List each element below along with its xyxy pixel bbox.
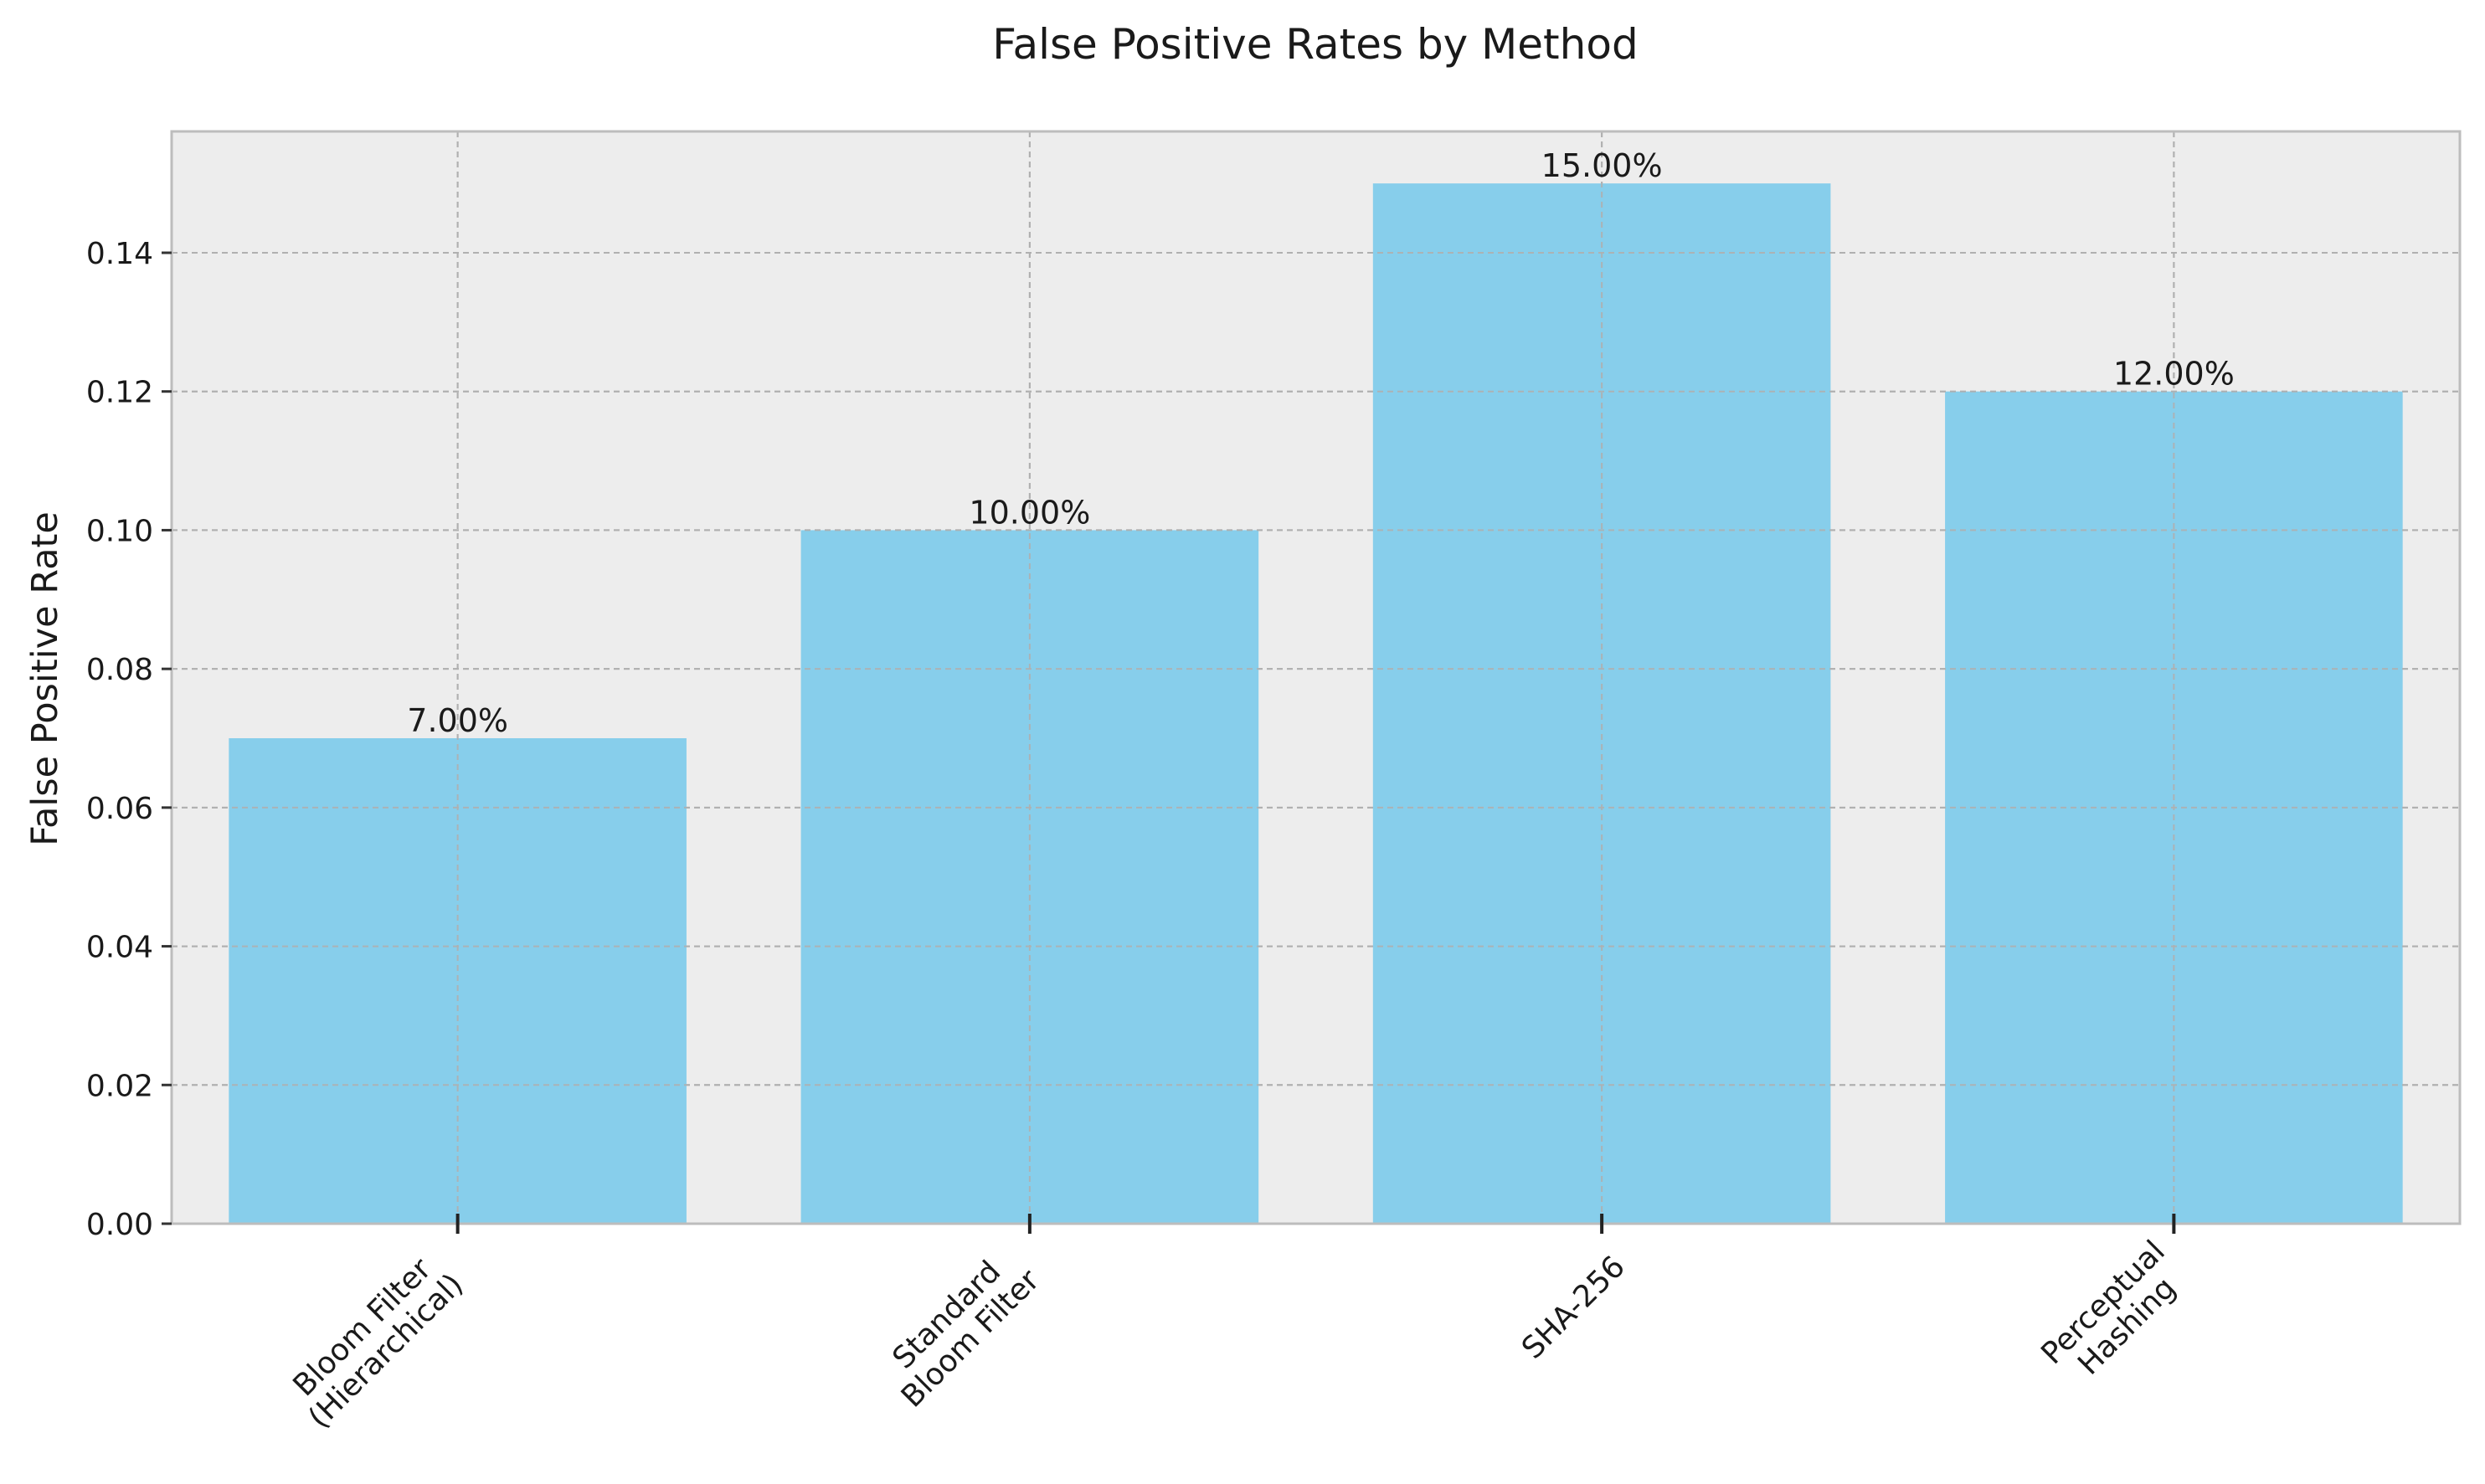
plot-frame bbox=[170, 130, 2462, 1225]
bar-value-label: 7.00% bbox=[407, 702, 508, 739]
y-tick-label: 0.02 bbox=[86, 1069, 153, 1103]
plot-area: 7.00% 10.00% 15.00% 12.00% 0.00 0.02 0.04 0.06 0… bbox=[86, 130, 2462, 1435]
chart-title: False Positive Rates by Method bbox=[992, 20, 1638, 69]
bar-value-label: 15.00% bbox=[1541, 147, 1663, 184]
y-tick-label: 0.10 bbox=[86, 514, 153, 548]
y-tick-label: 0.08 bbox=[86, 653, 153, 687]
bar-value-label: 10.00% bbox=[969, 494, 1090, 531]
y-tick-label: 0.14 bbox=[86, 237, 153, 271]
y-tick-label: 0.04 bbox=[86, 931, 153, 965]
y-axis-label: False Positive Rate bbox=[24, 511, 66, 846]
x-tick-label: SHA-256 bbox=[1515, 1250, 1632, 1366]
y-tick-label: 0.00 bbox=[86, 1208, 153, 1242]
y-tick-label: 0.12 bbox=[86, 376, 153, 410]
bar-value-label: 12.00% bbox=[2113, 356, 2235, 393]
y-tick-label: 0.06 bbox=[86, 792, 153, 826]
x-tick-label: Bloom Filter(Hierarchical) bbox=[286, 1252, 470, 1435]
x-tick-label-line: SHA-256 bbox=[1515, 1250, 1632, 1366]
